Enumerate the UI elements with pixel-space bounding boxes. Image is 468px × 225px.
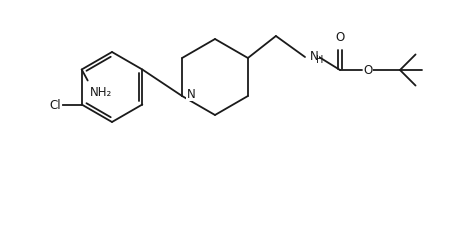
Text: NH₂: NH₂ — [90, 85, 112, 98]
Text: Cl: Cl — [49, 99, 61, 112]
Text: O: O — [363, 64, 373, 77]
Text: N: N — [187, 88, 196, 101]
Text: O: O — [336, 31, 344, 44]
Text: N: N — [310, 50, 319, 63]
Text: H: H — [316, 55, 323, 65]
